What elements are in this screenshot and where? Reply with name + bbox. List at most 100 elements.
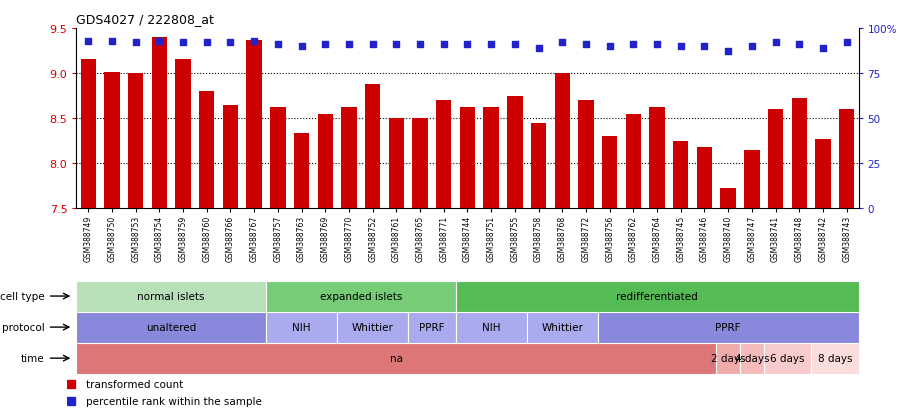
Bar [764,343,811,374]
Point [650,42,664,48]
Point [673,43,688,50]
Point [484,42,498,48]
Point [223,40,237,47]
Point [437,42,451,48]
Bar [531,123,547,209]
Bar [768,110,783,209]
Point [389,42,404,48]
Bar [81,60,96,209]
Point [815,45,830,52]
Text: Whittier: Whittier [352,322,394,332]
Text: NIH: NIH [482,322,501,332]
Point [247,38,262,45]
Bar [456,281,859,312]
Bar [697,147,712,209]
Bar [459,108,476,209]
Bar [839,110,854,209]
Bar [388,119,404,209]
Point [342,42,356,48]
Text: cell type: cell type [0,291,44,301]
Text: Whittier: Whittier [541,322,583,332]
Bar [223,105,238,209]
Point [129,40,143,47]
Bar [76,281,266,312]
Point [579,42,593,48]
Point [271,42,285,48]
Point [200,40,214,47]
Bar [271,108,286,209]
Bar [294,134,309,209]
Point [318,42,333,48]
Bar [199,92,215,209]
Bar [337,312,408,343]
Text: PPRF: PPRF [419,322,445,332]
Bar [555,74,570,209]
Bar [649,108,664,209]
Bar [266,281,456,312]
Bar [365,85,380,209]
Bar [815,140,831,209]
Text: time: time [21,353,44,363]
Text: normal islets: normal islets [138,291,205,301]
Point [627,42,641,48]
Bar [602,137,618,209]
Bar [76,343,717,374]
Text: transformed count: transformed count [85,379,182,389]
Text: redifferentiated: redifferentiated [616,291,698,301]
Point [460,42,475,48]
Text: 4 days: 4 days [734,353,770,363]
Point [508,42,522,48]
Text: PPRF: PPRF [716,322,741,332]
Bar [720,189,736,209]
Bar [578,101,593,209]
Point [531,45,546,52]
Bar [246,40,262,209]
Bar [792,99,807,209]
Bar [740,343,764,374]
Point [698,43,712,50]
Text: NIH: NIH [292,322,311,332]
Bar [128,74,143,209]
Point [555,40,569,47]
Bar [744,150,760,209]
Point [366,42,380,48]
Point [744,43,759,50]
Text: protocol: protocol [2,322,44,332]
Text: 8 days: 8 days [817,353,852,363]
Point [152,38,166,45]
Point [769,40,783,47]
Text: expanded islets: expanded islets [320,291,402,301]
Bar [626,114,641,209]
Bar [317,114,333,209]
Point [721,49,735,56]
Text: 2 days: 2 days [711,353,745,363]
Point [413,42,427,48]
Point [294,43,308,50]
Point [81,38,95,45]
Bar [507,96,522,209]
Bar [266,312,337,343]
Bar [598,312,859,343]
Point [176,40,191,47]
Text: GDS4027 / 222808_at: GDS4027 / 222808_at [76,13,214,26]
Text: na: na [390,353,403,363]
Bar [152,38,167,209]
Text: percentile rank within the sample: percentile rank within the sample [85,396,262,406]
Bar [175,60,191,209]
Bar [527,312,598,343]
Bar [342,108,357,209]
Bar [484,108,499,209]
Bar [408,312,456,343]
Text: 6 days: 6 days [770,353,805,363]
Bar [436,101,451,209]
Point [792,42,806,48]
Bar [76,312,266,343]
Point [840,40,854,47]
Bar [413,119,428,209]
Bar [673,141,689,209]
Point [602,43,617,50]
Bar [456,312,527,343]
Text: unaltered: unaltered [147,322,196,332]
Point [105,38,120,45]
Bar [811,343,859,374]
